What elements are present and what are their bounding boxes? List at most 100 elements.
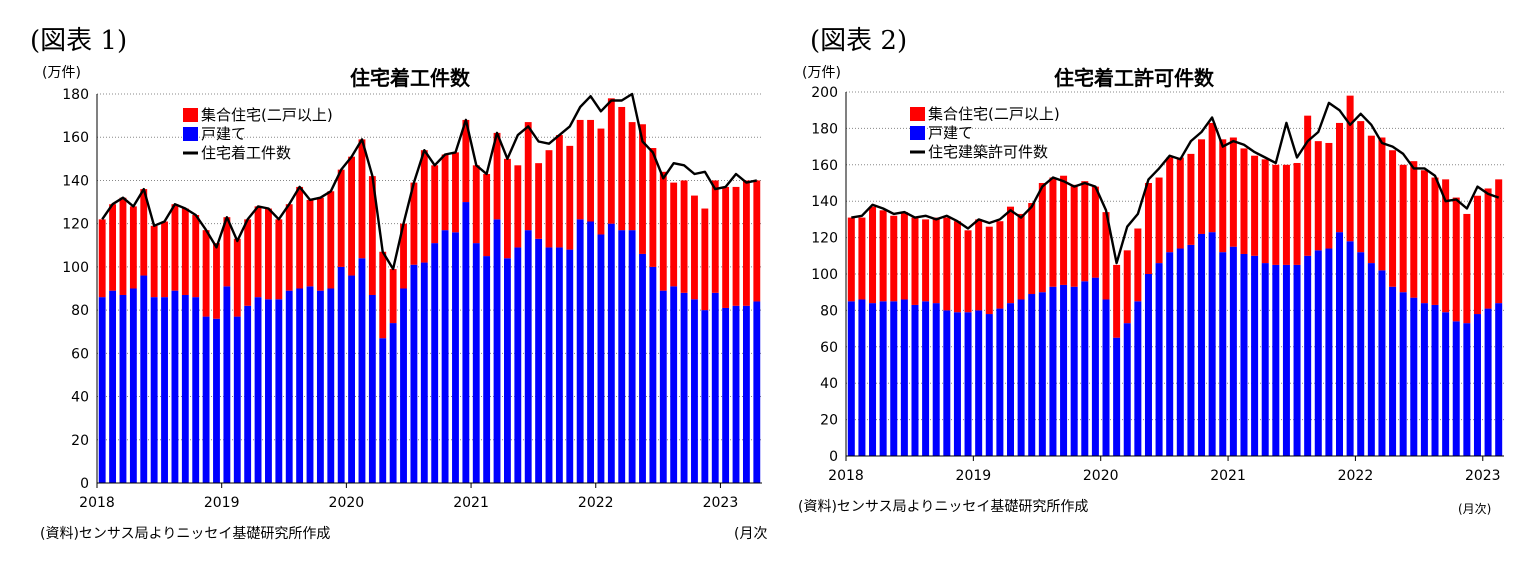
bar-single-family [1251,255,1259,456]
bar-single-family [524,230,532,483]
bar-multi-family [1198,139,1206,234]
bar-multi-family [1006,206,1015,304]
bar-multi-family [161,221,168,298]
bar-multi-family [639,124,646,254]
bar-single-family [1314,250,1322,456]
bar-multi-family [964,230,972,313]
bar-multi-family [1251,155,1259,256]
bar-single-family [337,266,345,483]
bar-multi-family [119,197,127,295]
y-tick-label: 40 [820,376,838,392]
bar-multi-family [649,148,657,267]
bar-single-family [1442,312,1450,456]
bar-multi-family [753,180,761,302]
bar-multi-family [192,215,200,298]
bar-single-family [869,303,877,456]
bar-multi-family [1060,175,1068,285]
y-tick-label: 0 [829,449,838,465]
bar-single-family [1473,314,1481,456]
bar-single-family [150,297,158,483]
bar-multi-family [1410,161,1418,298]
bar-multi-family [233,238,241,317]
bar-multi-family [1442,179,1450,313]
bar-multi-family [732,186,740,306]
bar-single-family [964,312,972,456]
bar-single-family [1187,244,1195,456]
bar-single-family [858,299,866,456]
legend-label-multi-family: 集合住宅(二戸以上) [928,105,1060,123]
legend-swatch-multi-family [183,108,198,122]
bar-multi-family [1091,186,1099,278]
bar-single-family [670,286,678,483]
x-tick-label: 2018 [828,468,864,484]
bar-multi-family [1155,177,1163,264]
bar-multi-family [858,217,866,300]
bar-single-family [1091,277,1099,456]
bar-multi-family [452,152,459,233]
bar-multi-family [680,180,688,293]
bar-multi-family [1473,195,1481,315]
bar-single-family [119,294,127,483]
bar-single-family [1325,248,1333,456]
bar-single-family [587,221,594,483]
bar-multi-family [348,156,355,276]
bar-single-family [943,310,951,456]
bar-multi-family [316,197,324,291]
y-tick-label: 60 [71,346,89,362]
bar-multi-family [1049,177,1057,287]
bar-single-family [847,301,855,456]
bar-multi-family [1219,139,1227,253]
bar-multi-family [1113,264,1121,338]
bar-multi-family [953,221,961,313]
bar-multi-family [879,210,887,302]
bar-single-family [985,314,993,456]
bar-single-family [911,304,919,456]
bar-single-family [1102,299,1110,456]
bar-multi-family [140,189,148,276]
bar-single-family [597,234,605,483]
bar-single-family [691,299,698,483]
bar-multi-family [306,199,314,287]
bar-single-family [1431,304,1439,456]
bar-multi-family [535,163,543,239]
bar-single-family [879,301,887,456]
bar-single-family [1155,263,1163,456]
bar-multi-family [296,186,304,289]
bar-single-family [504,258,511,483]
x-unit-label: (月次) [1458,502,1492,516]
y-unit-label: (万件) [42,65,81,81]
y-tick-label: 20 [820,413,838,429]
bar-multi-family [1272,164,1280,265]
bar-multi-family [420,150,428,263]
bar-single-family [1389,286,1397,456]
bar-single-family [639,253,646,483]
bar-multi-family [1325,142,1333,249]
bar-multi-family [1420,170,1428,304]
bar-single-family [348,275,355,483]
bar-multi-family [869,206,877,304]
x-tick-label: 2023 [1465,468,1501,484]
bar-multi-family [524,122,532,231]
bar-single-family [649,266,657,483]
legend-swatch-single-family [183,127,198,141]
x-tick-label: 2018 [79,495,115,511]
bar-single-family [441,230,449,483]
x-tick-label: 2020 [1083,468,1119,484]
bar-single-family [659,290,667,483]
bar-multi-family [504,158,511,259]
bar-single-family [1357,252,1365,456]
bar-multi-family [1166,157,1174,253]
bar-single-family [171,290,179,483]
bar-single-family [181,294,189,483]
bar-single-family [493,219,501,483]
bar-single-family [1463,323,1471,456]
chart-panel-2: (図表 2) (万件) 住宅着工許可件数 0 20 40 60 80 100 120 140 1… [770,0,1531,572]
bar-single-family [1081,281,1089,456]
bar-single-family [109,290,117,483]
bar-multi-family [1304,115,1312,256]
legend-swatch-single-family [910,126,925,140]
bar-multi-family [1389,150,1397,287]
bar-multi-family [1399,164,1407,293]
legend-swatch-multi-family [910,107,925,121]
bar-single-family [1399,292,1407,456]
